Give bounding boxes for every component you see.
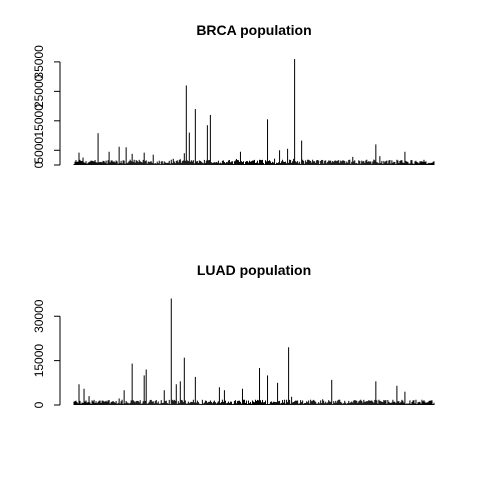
brca-y-tick-label: 0 bbox=[32, 161, 46, 168]
luad-y-tick-label: 30000 bbox=[32, 299, 46, 333]
panel-luad: LUAD population 0 15000 30000 bbox=[32, 262, 435, 408]
brca-y-tick-label: 5000 bbox=[32, 137, 46, 164]
luad-chart-title: LUAD population bbox=[197, 262, 311, 278]
brca-y-tick-label: 35000 bbox=[32, 45, 46, 79]
luad-y-tick-label: 15000 bbox=[32, 344, 46, 378]
luad-y-ticks: 0 15000 30000 bbox=[32, 299, 60, 408]
brca-y-tick-label: 15000 bbox=[32, 104, 46, 138]
luad-y-tick-label: 0 bbox=[32, 401, 46, 408]
brca-y-tick-label: 25000 bbox=[32, 74, 46, 108]
brca-chart-title: BRCA population bbox=[196, 22, 311, 38]
luad-bars bbox=[73, 298, 435, 405]
brca-bars bbox=[73, 58, 435, 165]
